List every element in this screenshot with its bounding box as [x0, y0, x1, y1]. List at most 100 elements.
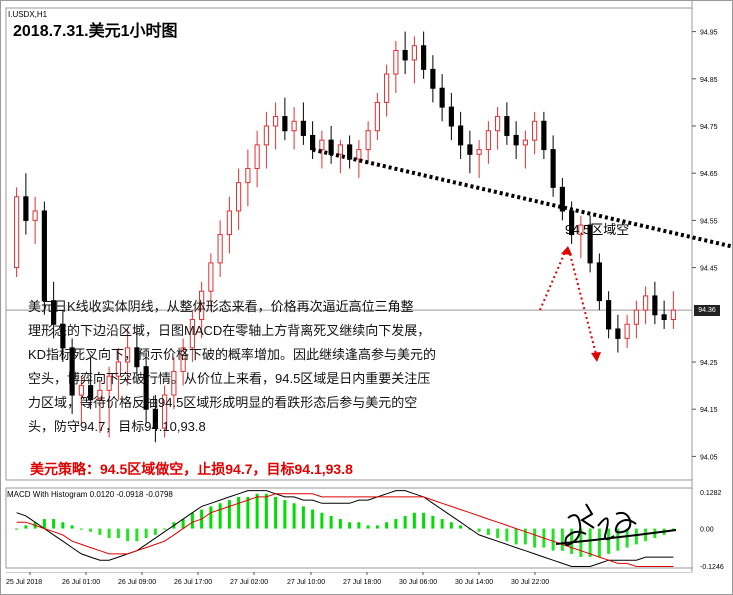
x-tick-label: 27 Jul 10:00 — [287, 579, 325, 586]
y-tick-label: 94.65 — [700, 171, 718, 178]
candle-body — [587, 224, 593, 264]
macd-histogram-bar — [440, 519, 444, 529]
price-chart: 94.95 94.85 94.75 94.65 94.55 94.45 94.25 94.15… — [5, 0, 733, 484]
candle-body — [51, 300, 57, 325]
candle-body — [411, 45, 417, 61]
candle-body — [606, 300, 612, 330]
bounce-arrow-line — [539, 251, 566, 311]
macd-histogram-bar — [551, 528, 555, 551]
macd-histogram-bar — [255, 493, 259, 529]
candle-body — [633, 309, 639, 325]
macd-histogram-bar — [52, 519, 56, 529]
candle-body — [458, 125, 464, 146]
macd-histogram-bar — [24, 525, 28, 529]
resistance-annotation: 94.5区域空 — [565, 222, 630, 237]
macd-histogram-bar — [514, 528, 518, 545]
macd-histogram-bar — [412, 512, 416, 529]
macd-histogram-bar — [486, 528, 490, 535]
candle-body — [319, 139, 325, 151]
candle-body — [365, 130, 371, 151]
candle-body — [522, 139, 528, 146]
signature-stroke — [580, 503, 595, 529]
macd-line — [16, 490, 674, 567]
candle-body — [615, 328, 621, 339]
candle-body — [106, 375, 112, 391]
macd-histogram-bar — [496, 528, 500, 539]
macd-panel: 0.1282 0.00 -0.1246 — [5, 484, 724, 572]
analysis-line: 头，防守94.7，目标94.10,93.8 — [28, 419, 206, 434]
y-tick-label: 94.85 — [700, 77, 718, 84]
candle-body — [263, 125, 269, 146]
macd-histogram-bar — [597, 528, 601, 558]
candle-body — [300, 120, 306, 136]
macd-histogram-bar — [126, 528, 130, 542]
macd-histogram-bar — [385, 522, 389, 529]
candle-body — [236, 182, 242, 212]
macd-label: MACD With Histogram 0.0120 -0.0918 -0.07… — [7, 490, 173, 499]
candle-body — [643, 295, 649, 311]
y-tick-label: 94.05 — [700, 454, 718, 461]
candle-body — [356, 149, 362, 160]
signature-stroke — [564, 514, 587, 547]
macd-histogram-bar — [227, 500, 231, 529]
macd-histogram-bar — [237, 496, 241, 529]
macd-histogram-bar — [320, 512, 324, 529]
macd-histogram-bar — [422, 512, 426, 529]
macd-histogram-bar — [15, 528, 19, 530]
candle-body — [245, 167, 251, 184]
candle-body — [402, 49, 408, 61]
candle-body — [485, 130, 491, 151]
macd-histogram-bar — [431, 515, 435, 529]
candle-body — [97, 389, 103, 401]
y-tick-label: 94.55 — [700, 218, 718, 225]
macd-histogram-bar — [292, 503, 296, 529]
macd-histogram-bar — [616, 528, 620, 551]
macd-histogram-bar — [135, 528, 139, 542]
x-tick-label: 30 Jul 06:00 — [399, 579, 437, 586]
y-tick-label: 94.25 — [700, 360, 718, 367]
macd-histogram-bar — [89, 528, 93, 532]
candle-body — [41, 210, 47, 302]
candle-body — [430, 68, 436, 89]
candle-body — [226, 210, 232, 236]
candle-body — [541, 120, 547, 151]
macd-histogram-bar — [634, 528, 638, 545]
macd-histogram-bar — [671, 528, 675, 530]
symbol-label: I.USDX,H1 — [8, 10, 48, 19]
candle-body — [23, 196, 29, 221]
y-tick-label: 94.15 — [700, 407, 718, 414]
candle-body — [596, 262, 602, 302]
macd-histogram-bar — [449, 522, 453, 529]
candle-body — [291, 120, 297, 132]
drop-arrow-head — [591, 352, 601, 362]
candle-body — [550, 149, 556, 188]
chart-title: 2018.7.31.美元1小时图 — [13, 23, 178, 40]
x-tick-label: 27 Jul 02:00 — [230, 579, 268, 586]
macd-histogram-bar — [579, 528, 583, 558]
macd-tick-label: -0.1246 — [700, 564, 724, 571]
candle-body — [208, 262, 214, 292]
macd-histogram-bar — [570, 528, 574, 554]
analysis-line: 美元日K线收实体阴线，从整体形态来看，价格再次逼近高位三角整 — [28, 299, 414, 314]
candle-body — [115, 361, 121, 377]
candle-body — [273, 116, 279, 127]
macd-histogram-bar — [98, 528, 102, 535]
macd-histogram-bar — [348, 522, 352, 529]
macd-histogram-bar — [560, 528, 564, 551]
macd-histogram-bar — [338, 519, 342, 529]
candle-body — [495, 116, 501, 132]
macd-histogram-bar — [209, 506, 213, 529]
candle-body — [189, 319, 195, 349]
drop-arrow-line — [569, 253, 597, 355]
y-tick-label: 94.75 — [700, 124, 718, 131]
candle-body — [421, 45, 427, 70]
macd-histogram-bar — [459, 525, 463, 529]
macd-histogram-bar — [329, 515, 333, 529]
signature-stroke — [555, 529, 677, 545]
signature — [555, 503, 677, 547]
macd-histogram-bar — [403, 515, 407, 529]
macd-histogram-bar — [505, 528, 509, 542]
candle-body — [337, 144, 343, 155]
candle-body — [60, 323, 66, 349]
macd-histogram-bar — [190, 512, 194, 529]
